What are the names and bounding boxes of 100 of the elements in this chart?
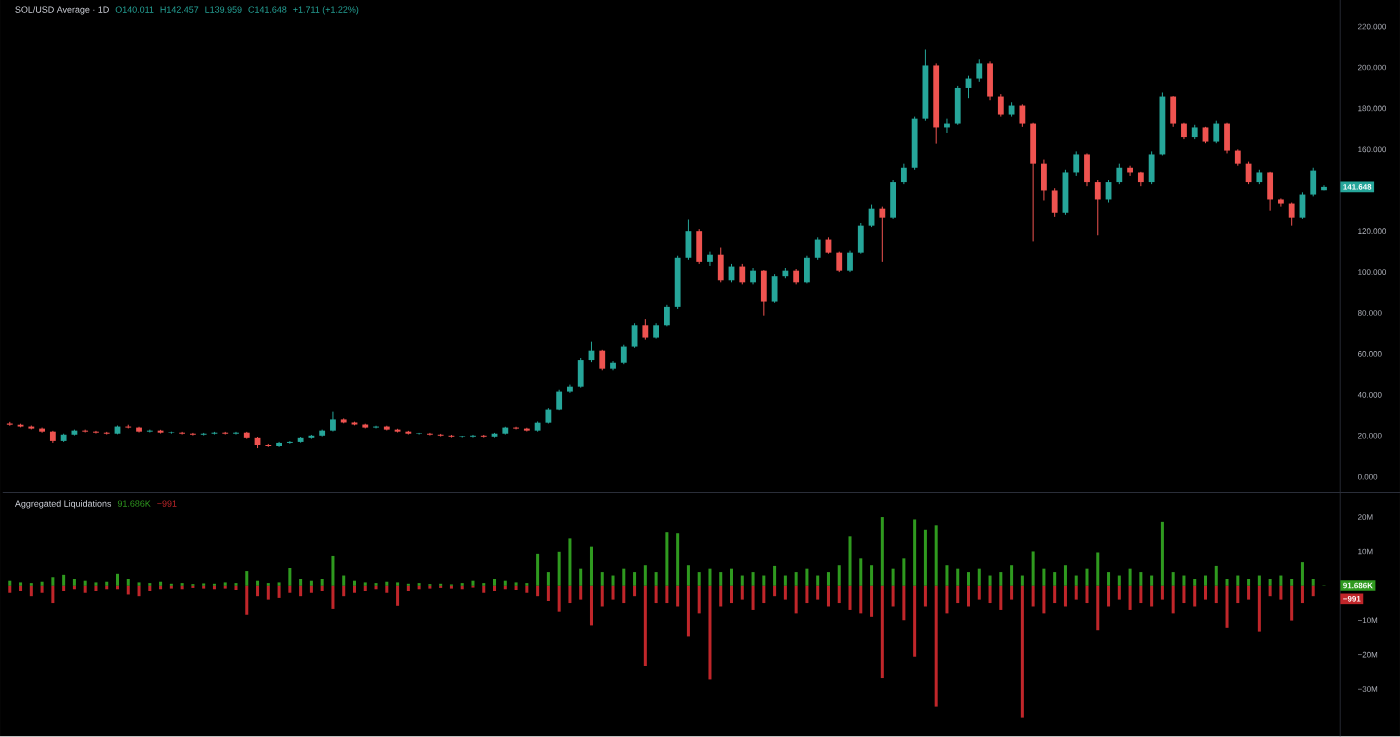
bar: [536, 586, 540, 597]
bar: [891, 586, 895, 607]
bar: [1203, 575, 1207, 587]
bar: [148, 583, 152, 587]
text: Aggregated Liquidations: [14, 500, 112, 509]
bar: [934, 525, 938, 587]
bar: [697, 586, 701, 614]
bar: [633, 572, 637, 587]
bar: [1010, 565, 1014, 587]
bar: [471, 580, 475, 587]
bar: [503, 580, 507, 587]
bar: [342, 575, 346, 587]
candlestick: [179, 431, 186, 436]
bar: [1279, 575, 1283, 587]
bar: [1063, 565, 1067, 587]
bar: [697, 572, 701, 587]
bar: [676, 533, 680, 587]
candlestick: [997, 93, 1004, 118]
annotation: O140.011: [115, 6, 154, 13]
bar: [708, 586, 712, 680]
bar: [234, 586, 238, 591]
bar: [1020, 575, 1024, 587]
bar: [277, 582, 281, 587]
bar: [999, 586, 1003, 611]
bar: [1171, 572, 1175, 587]
bar: [40, 586, 44, 593]
bar: [568, 538, 572, 587]
bar: [859, 586, 863, 614]
bar: [1268, 579, 1272, 587]
bar: [94, 586, 98, 592]
bar: [999, 572, 1003, 587]
bar: [29, 583, 33, 587]
bar: [288, 568, 292, 587]
bar: [19, 582, 23, 587]
bar: [1107, 586, 1111, 607]
bar: [730, 568, 734, 587]
candlestick: [1051, 187, 1058, 218]
bar: [1085, 586, 1089, 604]
bar: [396, 582, 400, 587]
bar: [880, 517, 884, 587]
annotation: 91.686K: [117, 500, 151, 508]
bar: [1225, 586, 1229, 629]
bar: [643, 565, 647, 587]
bar: [1031, 586, 1035, 607]
candlestick: [879, 206, 886, 263]
bar: [385, 581, 389, 587]
bar: [1117, 575, 1121, 587]
candlestick: [1310, 167, 1317, 198]
bar: [1063, 586, 1067, 607]
bar: [493, 579, 497, 587]
bar: [557, 552, 561, 587]
bar: [159, 581, 163, 587]
bar: [1053, 572, 1057, 587]
bar: [536, 554, 540, 587]
bar: [126, 579, 130, 587]
bar: [654, 572, 658, 587]
bar: [126, 586, 130, 595]
bar: [1300, 586, 1304, 604]
bar: [159, 586, 163, 590]
bar: [482, 583, 486, 587]
bar: [1117, 586, 1121, 600]
bar: [1042, 568, 1046, 587]
bar: [320, 586, 324, 592]
bar: [62, 586, 66, 592]
bar: [105, 581, 109, 587]
bar: [589, 586, 593, 626]
text: SOL/USD Average · 1D: [15, 6, 109, 15]
annotation: C141.648: [248, 6, 287, 13]
bar: [137, 586, 141, 597]
bar: [988, 586, 992, 604]
bar: [945, 586, 949, 614]
bar: [1268, 586, 1272, 597]
bar: [977, 586, 981, 600]
bar: [665, 532, 669, 587]
bar: [223, 582, 227, 587]
bar: [385, 586, 389, 593]
bar: [406, 584, 410, 587]
bar: [870, 586, 874, 618]
bar: [62, 575, 66, 587]
bar: [923, 586, 927, 607]
bar: [1128, 586, 1132, 611]
bar: [579, 568, 583, 587]
bar: [40, 581, 44, 587]
bar: [234, 583, 238, 587]
bar: [719, 572, 723, 587]
bar: [988, 575, 992, 587]
bar: [309, 586, 313, 593]
bar: [1010, 586, 1014, 600]
bar: [148, 586, 152, 592]
bar: [1085, 568, 1089, 587]
bar: [1150, 575, 1154, 587]
bar: [1139, 572, 1143, 587]
bar: [396, 586, 400, 607]
bar: [805, 586, 809, 604]
bar: [1031, 551, 1035, 587]
bar: [826, 572, 830, 587]
bar: [923, 530, 927, 587]
bar: [1020, 586, 1024, 718]
bar: [288, 586, 292, 593]
bar: [751, 586, 755, 611]
